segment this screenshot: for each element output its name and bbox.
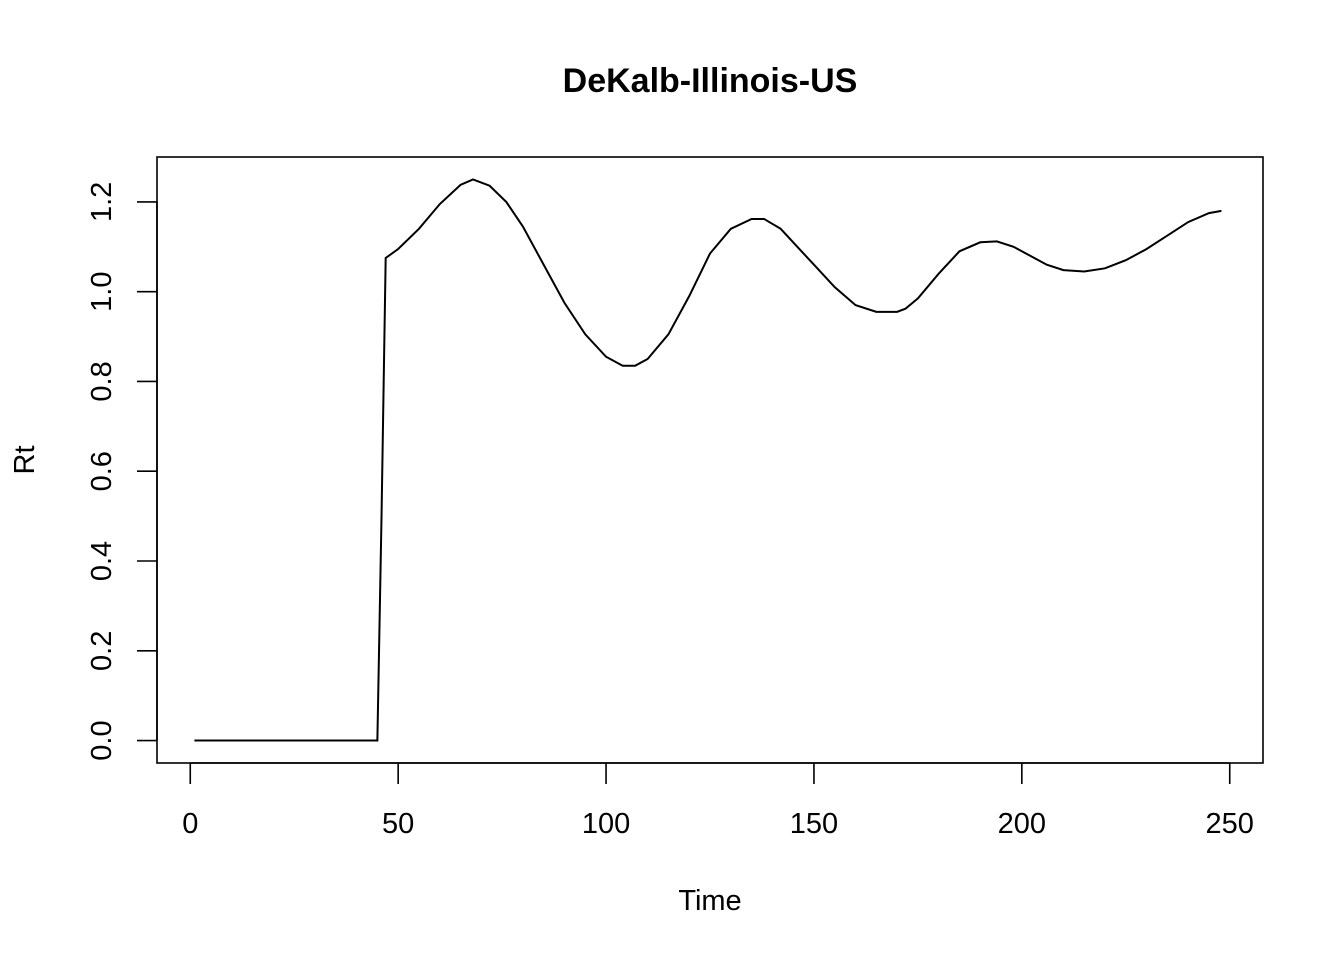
plot-frame xyxy=(156,156,1264,764)
x-tick-label: 0 xyxy=(182,808,198,840)
x-tick-label: 200 xyxy=(998,808,1046,840)
y-tick-label: 1.2 xyxy=(86,182,118,222)
x-tick-label: 50 xyxy=(382,808,414,840)
y-tick-label: 0.6 xyxy=(86,451,118,491)
y-tick-label: 1.0 xyxy=(86,272,118,312)
x-axis-label: Time xyxy=(678,885,741,917)
x-tick-label: 100 xyxy=(582,808,630,840)
y-axis-label: Rt xyxy=(9,446,41,475)
x-axis: 0 50 100 150 200 250 xyxy=(182,762,1254,840)
y-tick-label: 0.0 xyxy=(86,720,118,760)
y-axis: 0.0 0.2 0.4 0.6 0.8 1.0 1.2 xyxy=(86,182,158,761)
chart-title: DeKalb-Illinois-US xyxy=(563,62,858,100)
y-tick-label: 0.4 xyxy=(86,541,118,581)
x-tick-label: 150 xyxy=(790,808,838,840)
x-tick-label: 250 xyxy=(1206,808,1254,840)
y-tick-label: 0.2 xyxy=(86,631,118,671)
rt-series-line xyxy=(194,178,1222,742)
y-tick-label: 0.8 xyxy=(86,361,118,401)
